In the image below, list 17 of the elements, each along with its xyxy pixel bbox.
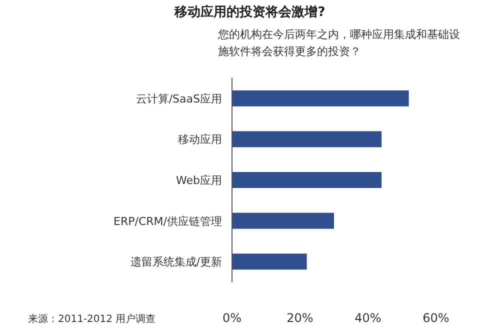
bar	[232, 131, 382, 148]
bar	[232, 254, 307, 270]
y-tick-label: ERP/CRM/供应链管理	[114, 214, 222, 228]
bar	[232, 90, 409, 106]
chart-subtitle: 您的机构在今后两年之内，哪种应用集成和基础设施软件将会获得更多的投资？	[218, 27, 461, 60]
x-tick-label: 20%	[286, 311, 314, 325]
bar	[232, 172, 382, 188]
y-tick-label: 遗留系统集成/更新	[130, 256, 222, 269]
x-tick-label: 0%	[222, 311, 242, 325]
chart-title: 移动应用的投资将会激增?	[174, 4, 326, 20]
x-tick-label: 60%	[422, 311, 450, 325]
y-tick-label: Web应用	[176, 174, 222, 187]
source-note: 来源：2011-2012 用户调查	[28, 313, 156, 325]
y-tick-label: 移动应用	[178, 133, 222, 146]
x-tick-label: 40%	[354, 311, 382, 325]
y-tick-label: 云计算/SaaS应用	[136, 92, 222, 106]
bar	[232, 212, 334, 229]
